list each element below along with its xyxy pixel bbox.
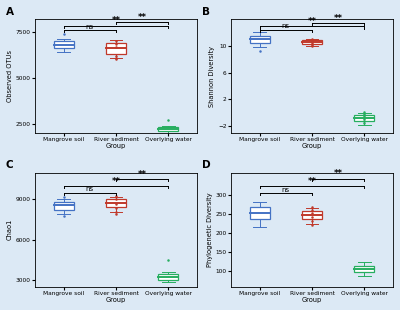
Text: **: ** xyxy=(138,12,147,21)
Text: **: ** xyxy=(334,170,343,179)
Y-axis label: Phylogenetic Diversity: Phylogenetic Diversity xyxy=(207,192,213,267)
Text: **: ** xyxy=(308,17,316,26)
Bar xyxy=(158,127,178,131)
Y-axis label: Shannon Diversity: Shannon Diversity xyxy=(209,46,215,107)
X-axis label: Group: Group xyxy=(302,297,322,303)
Text: **: ** xyxy=(138,170,147,179)
Bar xyxy=(250,36,270,43)
Text: ns: ns xyxy=(86,186,94,193)
Y-axis label: Chao1: Chao1 xyxy=(7,219,13,240)
Text: **: ** xyxy=(308,177,316,186)
Y-axis label: Observed OTUs: Observed OTUs xyxy=(7,50,13,102)
Bar xyxy=(106,43,126,54)
Bar xyxy=(54,202,74,210)
X-axis label: Group: Group xyxy=(106,144,126,149)
Text: **: ** xyxy=(334,14,343,23)
Text: ns: ns xyxy=(86,24,94,30)
Text: C: C xyxy=(6,161,13,171)
Bar xyxy=(302,211,322,219)
Bar xyxy=(158,274,178,280)
Text: ns: ns xyxy=(282,24,290,29)
Text: B: B xyxy=(202,7,210,17)
Bar xyxy=(354,116,374,121)
Text: A: A xyxy=(6,7,14,17)
Text: D: D xyxy=(202,161,210,171)
Text: ns: ns xyxy=(282,187,290,193)
Bar xyxy=(250,207,270,219)
Bar xyxy=(302,40,322,44)
Text: **: ** xyxy=(112,177,120,186)
X-axis label: Group: Group xyxy=(106,297,126,303)
Bar xyxy=(354,266,374,272)
Text: **: ** xyxy=(112,16,120,25)
Bar xyxy=(54,41,74,48)
Bar xyxy=(106,200,126,207)
X-axis label: Group: Group xyxy=(302,144,322,149)
